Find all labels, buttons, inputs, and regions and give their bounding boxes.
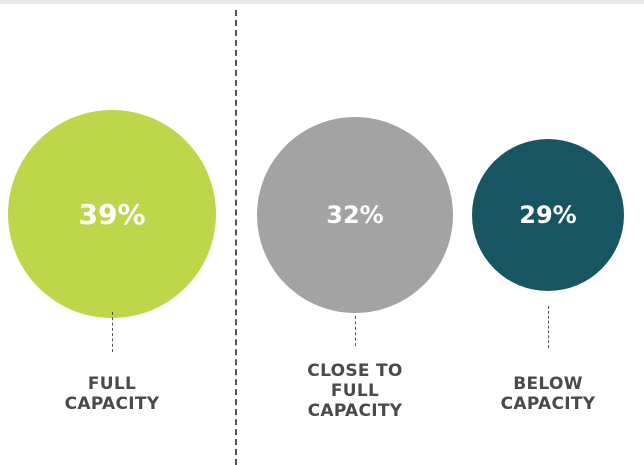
connector-close-to-full-capacity bbox=[355, 316, 356, 346]
category-label-full-capacity: FULL CAPACITY bbox=[64, 374, 160, 414]
value-label-close-to-full-capacity: 32% bbox=[326, 201, 384, 229]
section-divider bbox=[235, 10, 237, 465]
connector-full-capacity bbox=[112, 312, 113, 352]
bubble-below-capacity: 29% bbox=[472, 139, 624, 291]
category-label-close-to-full-capacity: CLOSE TO FULL CAPACITY bbox=[307, 361, 403, 421]
top-band bbox=[0, 0, 644, 4]
bubble-close-to-full-capacity: 32% bbox=[257, 117, 453, 313]
bubble-full-capacity: 39% bbox=[8, 110, 216, 318]
connector-below-capacity bbox=[548, 306, 549, 348]
category-label-below-capacity: BELOW CAPACITY bbox=[500, 374, 596, 414]
value-label-full-capacity: 39% bbox=[78, 197, 146, 231]
value-label-below-capacity: 29% bbox=[519, 201, 577, 229]
